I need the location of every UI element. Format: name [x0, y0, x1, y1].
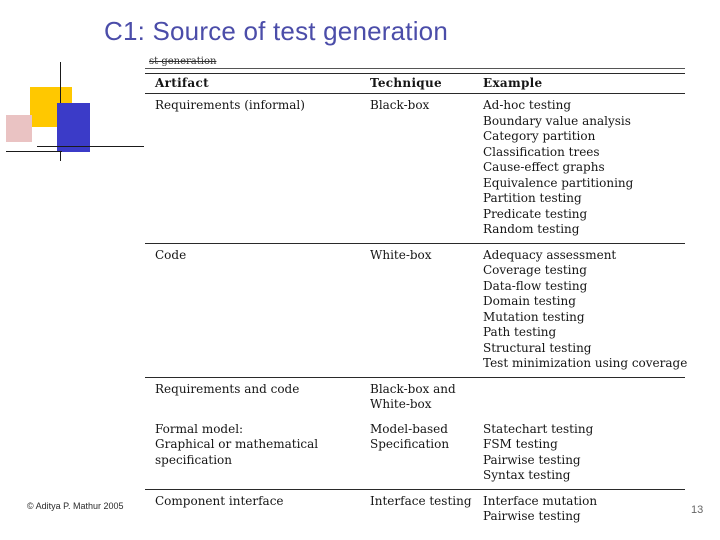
- cell-line: Code: [155, 247, 187, 262]
- cell-line: Adequacy assessment: [483, 247, 617, 262]
- cell-example: Statechart testing FSM testing Pairwise te…: [483, 422, 685, 484]
- cell-technique: Black-box and White-box: [370, 382, 483, 413]
- cell-technique: Black-box: [370, 98, 483, 238]
- cell-line: Ad-hoc testing: [483, 98, 572, 112]
- table-row: Code White-box Adequacy assessment Coverage…: [145, 244, 687, 378]
- cell-line: Component interface: [155, 493, 284, 508]
- cell-artifact: Requirements and code: [145, 382, 370, 413]
- cell-line: Requirements (informal): [155, 98, 305, 112]
- table-row: Component interface Interface testing Inte…: [145, 490, 685, 530]
- cell-line: Syntax testing: [483, 468, 571, 482]
- cell-line: Structural testing: [483, 340, 592, 355]
- cell-example: [483, 382, 685, 413]
- decor-blue-square: [57, 103, 90, 152]
- table-row: Requirements and code Black-box and White-…: [145, 378, 685, 418]
- cell-technique: Interface testing: [370, 494, 483, 525]
- cell-line: Partition testing: [483, 191, 582, 205]
- cell-line: Requirements and code: [155, 381, 300, 396]
- cell-line: Path testing: [483, 325, 557, 339]
- cell-line: Formal model:: [155, 421, 244, 436]
- cell-line: Equivalence partitioning: [483, 175, 634, 190]
- cell-example: Adequacy assessment Coverage testing Data-…: [483, 248, 687, 372]
- cell-line: Statechart testing: [483, 421, 594, 436]
- cell-line: Interface mutation: [483, 493, 598, 508]
- cell-line: Predicate testing: [483, 206, 588, 221]
- column-header-artifact: Artifact: [155, 76, 209, 90]
- table-body: Requirements (informal) Black-box Ad-hoc t…: [145, 94, 687, 530]
- cell-artifact: Code: [145, 248, 370, 372]
- cell-example: Ad-hoc testing Boundary value analysis Cat…: [483, 98, 685, 238]
- cell-line: Model-based: [370, 421, 448, 436]
- cell-artifact: Requirements (informal): [145, 98, 370, 238]
- table-header-row: Artifact Technique Example: [145, 73, 685, 94]
- cell-line: Specification: [370, 437, 450, 451]
- cell-line: Cause-effect graphs: [483, 160, 605, 174]
- cell-line: Pairwise testing: [483, 509, 581, 523]
- copyright-footer: © Aditya P. Mathur 2005: [27, 501, 124, 511]
- decor-pink-square: [6, 115, 32, 142]
- cell-line: Black-box and: [370, 381, 456, 396]
- cell-technique: Model-based Specification: [370, 422, 483, 484]
- cell-artifact: Formal model: Graphical or mathematical sp…: [145, 422, 370, 484]
- table-row: Formal model: Graphical or mathematical sp…: [145, 418, 685, 490]
- cell-line: Pairwise testing: [483, 452, 581, 467]
- column-header-technique: Technique: [370, 76, 442, 90]
- cell-line: Test minimization using coverage: [483, 356, 688, 370]
- cell-line: Interface testing: [370, 493, 472, 508]
- column-header-example: Example: [483, 76, 543, 90]
- test-generation-table: st generation Artifact Technique Example…: [145, 56, 687, 530]
- cell-line: Black-box: [370, 98, 430, 112]
- cell-artifact: Component interface: [145, 494, 370, 525]
- cell-line: Graphical or mathematical: [155, 437, 319, 451]
- cell-line: Mutation testing: [483, 309, 585, 324]
- decor-horizontal-line-short: [6, 151, 62, 152]
- cell-line: Domain testing: [483, 294, 576, 308]
- cell-line: Random testing: [483, 222, 580, 236]
- cell-technique: White-box: [370, 248, 483, 372]
- cell-line: FSM testing: [483, 437, 558, 451]
- decor-horizontal-line: [37, 146, 144, 147]
- cell-line: White-box: [370, 397, 432, 411]
- page-number: 13: [691, 504, 704, 516]
- cell-line: White-box: [370, 247, 432, 262]
- table-row: Requirements (informal) Black-box Ad-hoc t…: [145, 94, 685, 244]
- cell-line: Classification trees: [483, 144, 600, 159]
- cell-example: Interface mutation Pairwise testing: [483, 494, 685, 525]
- cell-line: Category partition: [483, 129, 596, 143]
- page-title: C1: Source of test generation: [104, 16, 449, 46]
- cropped-text-fragment: st generation: [145, 56, 685, 69]
- cell-line: Coverage testing: [483, 263, 587, 277]
- cell-line: specification: [155, 452, 232, 467]
- cell-line: Boundary value analysis: [483, 113, 631, 128]
- cell-line: Data-flow testing: [483, 278, 588, 293]
